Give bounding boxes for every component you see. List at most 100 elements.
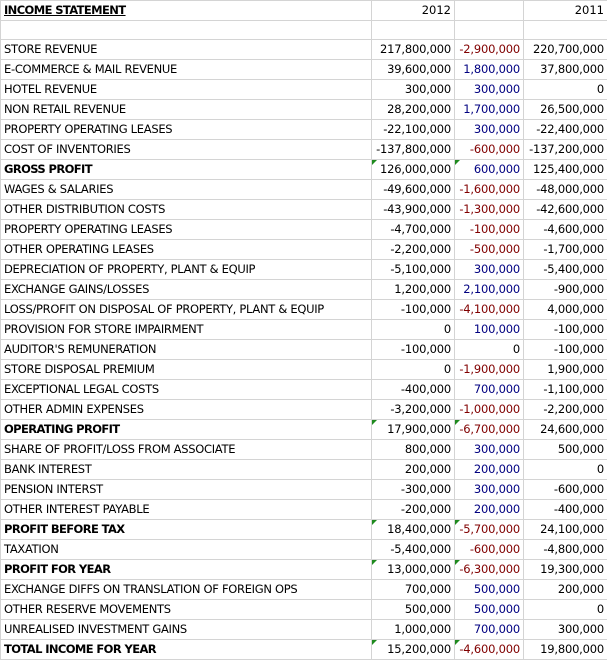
value-2012-cell[interactable]: -300,000 (371, 479, 455, 500)
value-2012-cell[interactable]: -22,100,000 (371, 119, 455, 140)
line-item-label-cell[interactable]: PENSION INTERST (0, 479, 372, 500)
value-2012-cell[interactable]: -400,000 (371, 379, 455, 400)
line-item-label-cell[interactable]: EXCEPTIONAL LEGAL COSTS (0, 379, 372, 400)
line-item-label-cell[interactable]: EXCHANGE DIFFS ON TRANSLATION OF FOREIGN… (0, 579, 372, 600)
value-2012-cell[interactable]: 18,400,000 (371, 519, 455, 540)
line-item-label-cell[interactable]: OPERATING PROFIT (0, 419, 372, 440)
value-2011-cell[interactable]: -5,400,000 (523, 259, 607, 280)
line-item-label-cell[interactable]: OTHER RESERVE MOVEMENTS (0, 599, 372, 620)
value-2011-cell[interactable]: 200,000 (523, 579, 607, 600)
difference-cell[interactable]: -100,000 (454, 219, 524, 240)
empty-cell[interactable] (523, 20, 607, 40)
value-2012-cell[interactable]: -100,000 (371, 339, 455, 360)
line-item-label-cell[interactable]: STORE REVENUE (0, 39, 372, 60)
difference-cell[interactable]: 500,000 (454, 579, 524, 600)
difference-cell[interactable]: -6,300,000 (454, 559, 524, 580)
value-2011-cell[interactable]: 1,900,000 (523, 359, 607, 380)
value-2012-cell[interactable]: 300,000 (371, 79, 455, 100)
value-2011-cell[interactable]: 37,800,000 (523, 59, 607, 80)
value-2011-cell[interactable]: -900,000 (523, 279, 607, 300)
difference-cell[interactable]: 500,000 (454, 599, 524, 620)
difference-cell[interactable]: 300,000 (454, 79, 524, 100)
difference-cell[interactable]: 200,000 (454, 459, 524, 480)
value-2011-cell[interactable]: -137,200,000 (523, 139, 607, 160)
statement-title-cell[interactable]: INCOME STATEMENT (0, 0, 372, 21)
value-2011-cell[interactable]: -4,800,000 (523, 539, 607, 560)
difference-cell[interactable]: -600,000 (454, 139, 524, 160)
line-item-label-cell[interactable]: OTHER ADMIN EXPENSES (0, 399, 372, 420)
value-2012-cell[interactable]: -2,200,000 (371, 239, 455, 260)
empty-cell[interactable] (454, 20, 524, 40)
difference-cell[interactable]: -1,900,000 (454, 359, 524, 380)
year-2012-header-cell[interactable]: 2012 (371, 0, 455, 21)
value-2012-cell[interactable]: -5,100,000 (371, 259, 455, 280)
value-2011-cell[interactable]: 500,000 (523, 439, 607, 460)
empty-cell[interactable] (371, 20, 455, 40)
value-2012-cell[interactable]: -137,800,000 (371, 139, 455, 160)
line-item-label-cell[interactable]: PROPERTY OPERATING LEASES (0, 219, 372, 240)
value-2011-cell[interactable]: 24,600,000 (523, 419, 607, 440)
line-item-label-cell[interactable]: E-COMMERCE & MAIL REVENUE (0, 59, 372, 80)
value-2012-cell[interactable]: -5,400,000 (371, 539, 455, 560)
difference-cell[interactable]: 200,000 (454, 499, 524, 520)
value-2011-cell[interactable]: -48,000,000 (523, 179, 607, 200)
line-item-label-cell[interactable]: PROFIT BEFORE TAX (0, 519, 372, 540)
difference-cell[interactable]: -600,000 (454, 539, 524, 560)
difference-cell[interactable]: -1,000,000 (454, 399, 524, 420)
value-2012-cell[interactable]: 0 (371, 319, 455, 340)
value-2011-cell[interactable]: 0 (523, 79, 607, 100)
difference-cell[interactable]: -1,600,000 (454, 179, 524, 200)
value-2011-cell[interactable]: -4,600,000 (523, 219, 607, 240)
value-2012-cell[interactable]: -4,700,000 (371, 219, 455, 240)
difference-cell[interactable]: -1,300,000 (454, 199, 524, 220)
line-item-label-cell[interactable]: LOSS/PROFIT ON DISPOSAL OF PROPERTY, PLA… (0, 299, 372, 320)
difference-cell[interactable]: -5,700,000 (454, 519, 524, 540)
line-item-label-cell[interactable]: PROVISION FOR STORE IMPAIRMENT (0, 319, 372, 340)
value-2012-cell[interactable]: -49,600,000 (371, 179, 455, 200)
year-2011-header-cell[interactable]: 2011 (523, 0, 607, 21)
difference-cell[interactable]: 100,000 (454, 319, 524, 340)
value-2011-cell[interactable]: 0 (523, 599, 607, 620)
difference-cell[interactable]: 700,000 (454, 619, 524, 640)
difference-cell[interactable]: 300,000 (454, 259, 524, 280)
difference-cell[interactable]: 300,000 (454, 439, 524, 460)
value-2011-cell[interactable]: 26,500,000 (523, 99, 607, 120)
difference-cell[interactable]: -2,900,000 (454, 39, 524, 60)
line-item-label-cell[interactable]: GROSS PROFIT (0, 159, 372, 180)
value-2012-cell[interactable]: 126,000,000 (371, 159, 455, 180)
line-item-label-cell[interactable]: STORE DISPOSAL PREMIUM (0, 359, 372, 380)
empty-cell[interactable] (0, 20, 372, 40)
value-2011-cell[interactable]: 125,400,000 (523, 159, 607, 180)
value-2012-cell[interactable]: 13,000,000 (371, 559, 455, 580)
diff-header-cell[interactable] (454, 0, 524, 21)
value-2011-cell[interactable]: 19,300,000 (523, 559, 607, 580)
value-2012-cell[interactable]: 800,000 (371, 439, 455, 460)
value-2011-cell[interactable]: -1,700,000 (523, 239, 607, 260)
line-item-label-cell[interactable]: PROFIT FOR YEAR (0, 559, 372, 580)
difference-cell[interactable]: -4,100,000 (454, 299, 524, 320)
difference-cell[interactable]: 300,000 (454, 119, 524, 140)
value-2012-cell[interactable]: -3,200,000 (371, 399, 455, 420)
value-2012-cell[interactable]: 39,600,000 (371, 59, 455, 80)
line-item-label-cell[interactable]: SHARE OF PROFIT/LOSS FROM ASSOCIATE (0, 439, 372, 460)
value-2012-cell[interactable]: -43,900,000 (371, 199, 455, 220)
line-item-label-cell[interactable]: PROPERTY OPERATING LEASES (0, 119, 372, 140)
difference-cell[interactable]: 300,000 (454, 479, 524, 500)
line-item-label-cell[interactable]: OTHER DISTRIBUTION COSTS (0, 199, 372, 220)
line-item-label-cell[interactable]: OTHER INTEREST PAYABLE (0, 499, 372, 520)
line-item-label-cell[interactable]: COST OF INVENTORIES (0, 139, 372, 160)
difference-cell[interactable]: 1,800,000 (454, 59, 524, 80)
difference-cell[interactable]: -6,700,000 (454, 419, 524, 440)
value-2011-cell[interactable]: 19,800,000 (523, 639, 607, 660)
line-item-label-cell[interactable]: UNREALISED INVESTMENT GAINS (0, 619, 372, 640)
difference-cell[interactable]: -500,000 (454, 239, 524, 260)
value-2011-cell[interactable]: 220,700,000 (523, 39, 607, 60)
value-2011-cell[interactable]: -42,600,000 (523, 199, 607, 220)
value-2011-cell[interactable]: 0 (523, 459, 607, 480)
value-2012-cell[interactable]: 700,000 (371, 579, 455, 600)
value-2011-cell[interactable]: 4,000,000 (523, 299, 607, 320)
value-2012-cell[interactable]: -100,000 (371, 299, 455, 320)
value-2012-cell[interactable]: 28,200,000 (371, 99, 455, 120)
value-2011-cell[interactable]: -22,400,000 (523, 119, 607, 140)
line-item-label-cell[interactable]: OTHER OPERATING LEASES (0, 239, 372, 260)
